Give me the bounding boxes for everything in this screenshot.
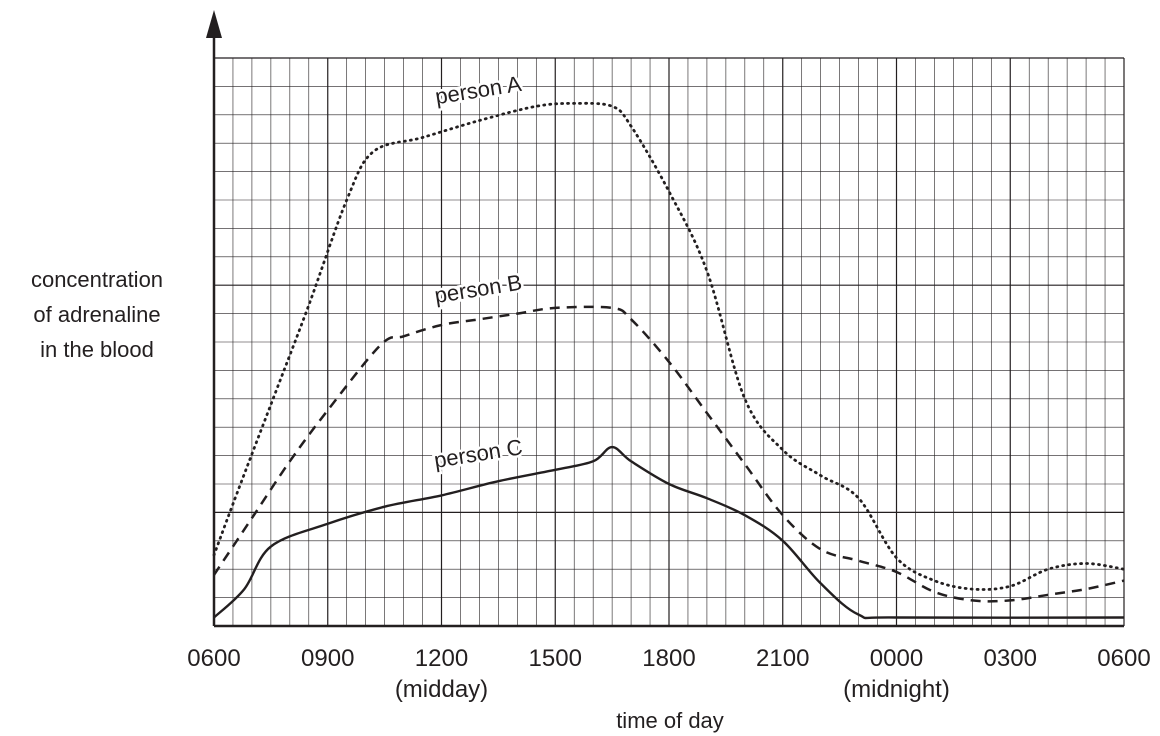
x-tick-label: 2100 (756, 645, 809, 672)
y-axis-label-line-2: of adrenaline (33, 302, 160, 327)
x-tick-label: 0300 (984, 645, 1037, 672)
x-tick-label: 0600 (1097, 645, 1150, 672)
labels-layer: concentration of adrenaline in the blood… (31, 68, 724, 733)
y-axis-label-line-3: in the blood (40, 337, 154, 362)
chart-grid (213, 57, 1125, 627)
y-axis-label-line-1: concentration (31, 267, 163, 292)
chart-axes (206, 10, 1124, 628)
series-label: person A (433, 71, 523, 109)
series-label: person B (433, 270, 524, 308)
y-axis-arrowhead (206, 10, 222, 38)
x-axis-label: time of day (616, 708, 724, 733)
series-line-person-c (213, 445, 1125, 620)
series-layer (212, 101, 1126, 620)
x-tick-label: 0600 (187, 645, 240, 672)
x-tick-label: 0900 (301, 645, 354, 672)
series-label: person C (432, 434, 524, 473)
x-tick-note: (midday) (395, 676, 488, 703)
x-tick-label: 0000 (870, 645, 923, 672)
x-tick-label: 1200 (415, 645, 468, 672)
x-tick-label: 1500 (529, 645, 582, 672)
series-line-person-b (212, 305, 1125, 603)
series-line-person-a (212, 101, 1126, 591)
x-tick-note: (midnight) (843, 676, 950, 703)
x-tick-label: 1800 (642, 645, 695, 672)
x-tick-labels: 0600 0900 1200 1500 1800 2100 0000 0300 0600 (mid… (187, 645, 1150, 703)
